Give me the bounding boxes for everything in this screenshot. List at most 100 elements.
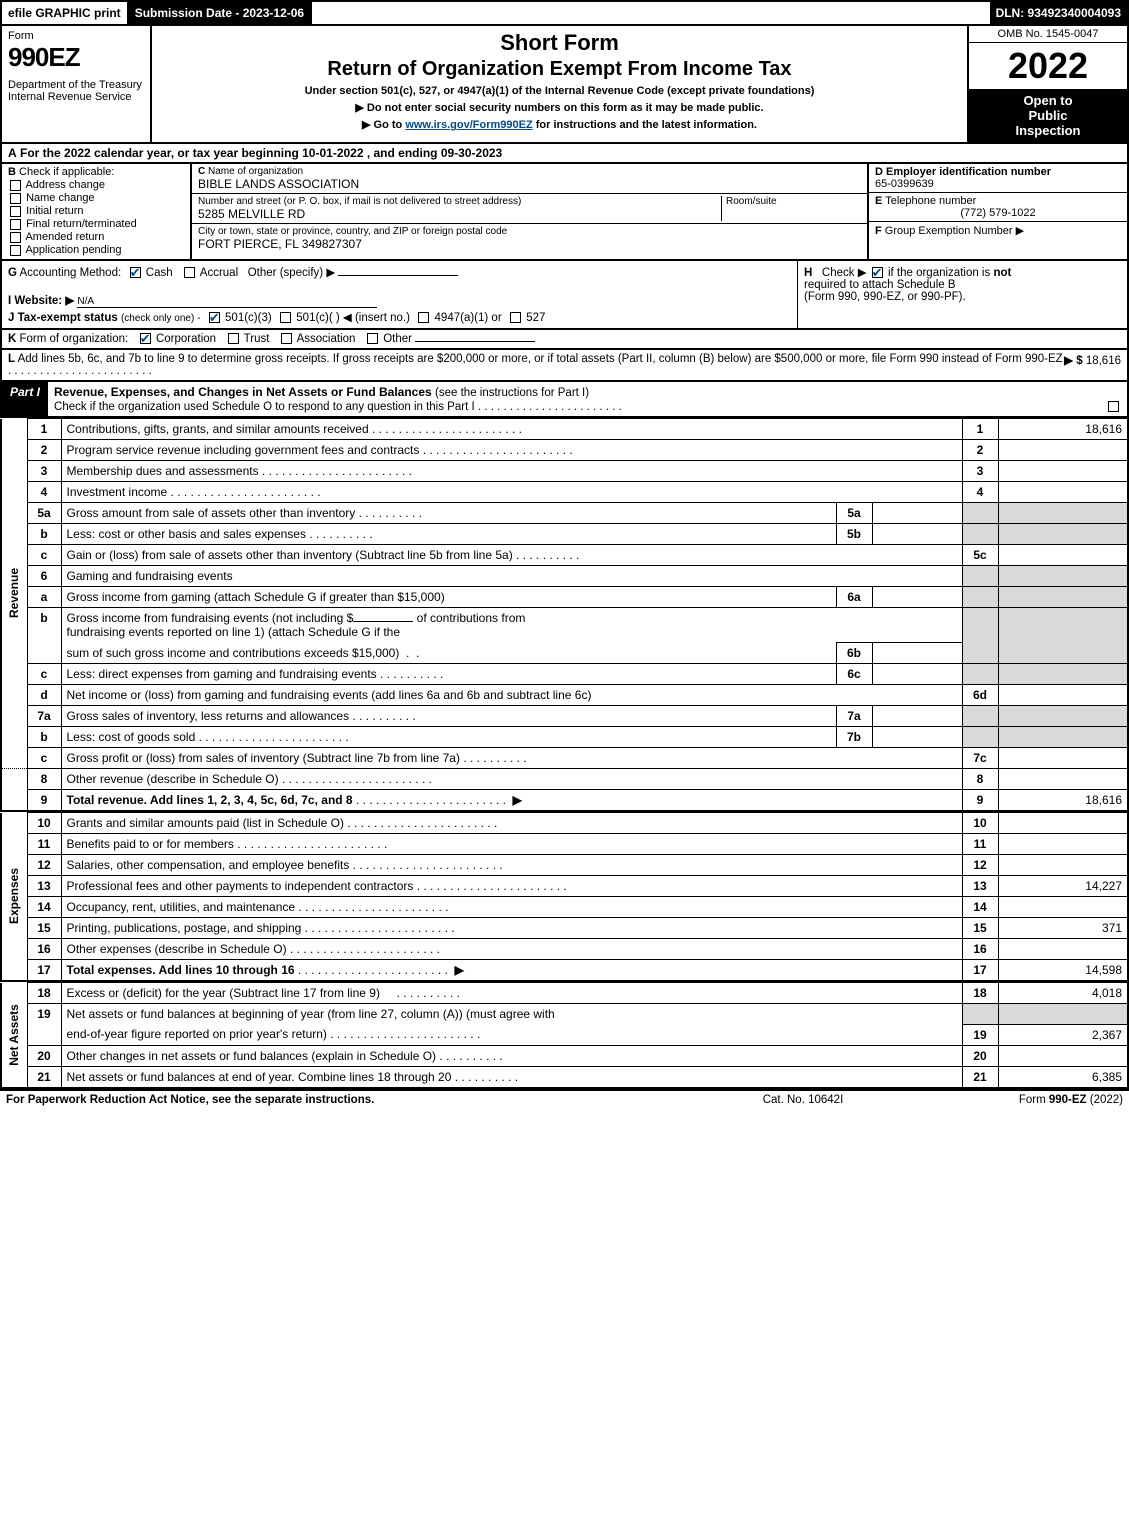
line-19-rn: 19 [962,1024,998,1045]
line-5a-desc: Gross amount from sale of assets other t… [61,503,836,524]
line-19-val-shade [998,1004,1128,1025]
j-501c3-checkbox[interactable] [209,312,220,323]
i-text: Website: ▶ [14,295,74,307]
title-main: Return of Organization Exempt From Incom… [158,58,961,81]
line-4-val [998,482,1128,503]
line-5a-rn-shade [962,503,998,524]
top-bar: efile GRAPHIC print Submission Date - 20… [0,0,1129,26]
k-corp: Corporation [156,333,216,345]
line-6b-sv [872,643,962,664]
info-block: B Check if applicable: Address change Na… [0,164,1129,261]
f-head: Group Exemption Number ▶ [885,225,1024,237]
part-i-checkbox[interactable] [1108,401,1119,412]
b-amended-return-checkbox[interactable] [10,232,21,243]
j-527: 527 [526,312,545,324]
dept-line-1: Department of the Treasury [8,79,144,91]
efile-print[interactable]: efile GRAPHIC print [2,2,129,24]
b-application-pending: Application pending [25,244,121,256]
line-5c-desc: Gain or (loss) from sale of assets other… [61,545,962,566]
b-amended-return: Amended return [25,231,104,243]
line-7a-num: 7a [27,706,61,727]
line-7b-sv [872,727,962,748]
line-1-num: 1 [27,419,61,440]
k-label: K [8,333,16,345]
line-17-desc: Total expenses. Add lines 10 through 16 … [61,960,962,982]
k-other-checkbox[interactable] [367,333,378,344]
g-accrual-checkbox[interactable] [184,267,195,278]
b-name-change-checkbox[interactable] [10,193,21,204]
line-21-val: 6,385 [998,1066,1128,1088]
section-c: C Name of organization BIBLE LANDS ASSOC… [192,164,867,259]
line-5a-num: 5a [27,503,61,524]
section-def: D Employer identification number 65-0399… [867,164,1127,259]
line-8-desc: Other revenue (describe in Schedule O) [61,769,962,790]
line-15-desc: Printing, publications, postage, and shi… [61,918,962,939]
f-label: F [875,225,882,237]
line-2-val [998,440,1128,461]
line-3-rn: 3 [962,461,998,482]
line-4-num: 4 [27,482,61,503]
k-assoc-checkbox[interactable] [281,333,292,344]
h-checkbox[interactable] [872,267,883,278]
k-other-fill[interactable] [415,341,535,342]
line-1-val: 18,616 [998,419,1128,440]
line-6b-desc-1: Gross income from fundraising events (no… [61,608,962,643]
b-initial-return-checkbox[interactable] [10,206,21,217]
line-21-desc: Net assets or fund balances at end of ye… [61,1066,962,1088]
line-7c-desc: Gross profit or (loss) from sales of inv… [61,748,962,769]
row-a: A For the 2022 calendar year, or tax yea… [0,144,1129,164]
line-5a-sl: 5a [836,503,872,524]
b-final-return-checkbox[interactable] [10,219,21,230]
k-trust-checkbox[interactable] [228,333,239,344]
j-4947: 4947(a)(1) or [435,312,502,324]
line-17-num: 17 [27,960,61,982]
j-501c-checkbox[interactable] [280,312,291,323]
pill-3: Inspection [1015,123,1080,138]
b-address-change-checkbox[interactable] [10,180,21,191]
line-6b-amt-fill[interactable] [353,621,413,622]
gh-block: G Accounting Method: Cash Accrual Other … [0,261,1129,330]
line-10-desc: Grants and similar amounts paid (list in… [61,813,962,834]
line-7c-rn: 7c [962,748,998,769]
b-application-pending-checkbox[interactable] [10,245,21,256]
revenue-vert: Revenue [1,419,27,769]
e-label: E [875,195,882,207]
line-5c-val [998,545,1128,566]
k-corp-checkbox[interactable] [140,333,151,344]
line-6d-desc: Net income or (loss) from gaming and fun… [61,685,962,706]
form-header: Form 990EZ Department of the Treasury In… [0,26,1129,144]
line-6b-rn-shade [962,608,998,664]
j-4947-checkbox[interactable] [418,312,429,323]
line-7a-rn-shade [962,706,998,727]
line-13-num: 13 [27,876,61,897]
j-527-checkbox[interactable] [510,312,521,323]
line-7c-num: c [27,748,61,769]
g-text: Accounting Method: [20,267,122,279]
line-17-rn: 17 [962,960,998,982]
line-7b-num: b [27,727,61,748]
dept-line-2: Internal Revenue Service [8,91,144,103]
line-9-desc: Total revenue. Add lines 1, 2, 3, 4, 5c,… [61,790,962,812]
j-paren: (check only one) - [121,313,200,324]
header-left: Form 990EZ Department of the Treasury In… [2,26,152,142]
c-addr-label: Number and street (or P. O. box, if mail… [198,196,721,207]
k-other: Other [383,333,412,345]
expenses-label: Expenses [7,868,21,924]
line-6a-num: a [27,587,61,608]
l-label: L [8,353,15,365]
line-6-num: 6 [27,566,61,587]
line-6a-desc: Gross income from gaming (attach Schedul… [61,587,836,608]
part-i-checkbox-wrap [1100,382,1127,416]
line-13-desc: Professional fees and other payments to … [61,876,962,897]
g-other-fill[interactable] [338,275,458,276]
line-5b-num: b [27,524,61,545]
line-15-num: 15 [27,918,61,939]
irs-link[interactable]: www.irs.gov/Form990EZ [405,119,532,131]
h-t4: (Form 990, 990-EZ, or 990-PF). [804,291,966,303]
g-cash-checkbox[interactable] [130,267,141,278]
h-not: not [993,267,1011,279]
line-3-num: 3 [27,461,61,482]
pill-2: Public [1028,108,1067,123]
revenue-vert-cont [1,769,27,812]
subtitle-2: ▶ Do not enter social security numbers o… [158,101,961,114]
